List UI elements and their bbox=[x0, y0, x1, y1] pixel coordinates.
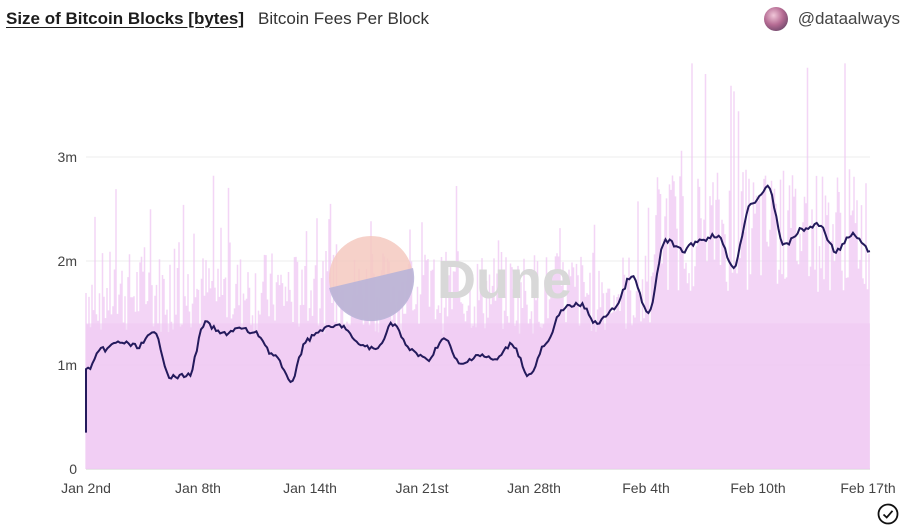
watermark-text: Dune bbox=[437, 250, 572, 310]
x-tick-label: Feb 10th bbox=[730, 480, 785, 496]
x-tick-label: Feb 4th bbox=[622, 480, 669, 496]
dune-logo-shade bbox=[329, 268, 415, 322]
y-tick-label: 0 bbox=[69, 461, 77, 477]
x-tick-label: Jan 8th bbox=[175, 480, 221, 496]
y-axis: 0 1m 2m 3m bbox=[58, 149, 78, 477]
dune-watermark: Dune bbox=[329, 236, 572, 322]
x-tick-label: Jan 14th bbox=[283, 480, 337, 496]
block-size-spikes bbox=[85, 63, 870, 469]
area-fill bbox=[86, 323, 870, 469]
x-tick-label: Feb 17th bbox=[840, 480, 895, 496]
x-tick-label: Jan 2nd bbox=[61, 480, 111, 496]
author-name: @dataalways bbox=[797, 9, 900, 28]
author-link[interactable]: @dataalways bbox=[763, 7, 900, 31]
chart-header: Size of Bitcoin Blocks [bytes] Bitcoin F… bbox=[6, 6, 900, 32]
check-circle-icon[interactable] bbox=[877, 503, 899, 525]
tab-fees-per-block[interactable]: Bitcoin Fees Per Block bbox=[258, 9, 430, 28]
y-tick-label: 1m bbox=[58, 357, 77, 373]
x-tick-label: Jan 28th bbox=[507, 480, 561, 496]
x-tick-label: Jan 21st bbox=[396, 480, 449, 496]
average-block-size-line bbox=[85, 184, 871, 433]
tab-block-size[interactable]: Size of Bitcoin Blocks [bytes] bbox=[6, 9, 245, 28]
x-axis: Jan 2nd Jan 8th Jan 14th Jan 21st Jan 28th Fe… bbox=[61, 480, 896, 496]
y-tick-label: 2m bbox=[58, 253, 77, 269]
avatar bbox=[763, 7, 788, 31]
y-tick-label: 3m bbox=[58, 149, 77, 165]
